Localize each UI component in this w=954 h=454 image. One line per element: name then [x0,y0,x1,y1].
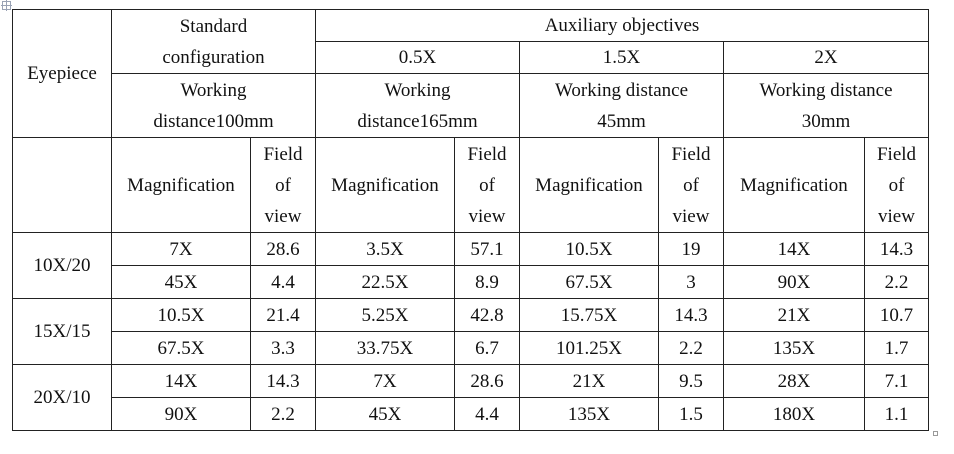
field-of-view-line: of [683,174,699,196]
magnification-cell: 3.5X [315,232,455,266]
field-of-view-cell: 14.3 [250,364,316,398]
objective-1.5x-header: 1.5X [519,41,724,74]
field-of-view-cell: 3.3 [250,331,316,365]
field-of-view-line: Field [876,143,917,165]
end-marker [933,431,938,436]
anchor-icon [1,0,12,11]
field-of-view-cell: 6.7 [454,331,520,365]
table-row: 15X/15 10.5X 21.4 5.25X 42.8 15.75X 14.3 21X 10.… [12,298,929,365]
eyepiece-cell: 15X/15 [12,298,112,365]
magnification-header: Magnification [111,137,251,233]
auxiliary-objectives-header: Auxiliary objectives [315,9,929,42]
field-of-view-cell: 1.5 [658,397,724,431]
working-distance-1.5x: Working distance 45mm [519,73,724,138]
field-of-view-cell: 19 [658,232,724,266]
table-row: 20X/10 14X 14.3 7X 28.6 21X 9.5 28X 7.1 [12,364,929,431]
magnification-cell: 21X [519,364,659,398]
magnification-cell: 180X [723,397,865,431]
subheader-spacer [12,137,112,233]
magnification-cell: 90X [111,397,251,431]
working-distance-standard: Working distance100mm [111,73,316,138]
magnification-cell: 67.5X [519,265,659,299]
objective-2x-header: 2X [723,41,929,74]
magnification-cell: 101.25X [519,331,659,365]
magnification-cell: 22.5X [315,265,455,299]
eyepiece-cell: 20X/10 [12,364,112,431]
field-of-view-cell: 57.1 [454,232,520,266]
field-of-view-line: of [275,174,291,196]
magnification-cell: 15.75X [519,298,659,332]
field-of-view-cell: 8.9 [454,265,520,299]
field-of-view-line: view [878,205,915,227]
field-of-view-cell: 7.1 [864,364,929,398]
magnification-cell: 45X [111,265,251,299]
field-of-view-cell: 1.1 [864,397,929,431]
magnification-cell: 7X [315,364,455,398]
field-of-view-cell: 14.3 [864,232,929,266]
field-of-view-cell: 2.2 [864,265,929,299]
field-of-view-line: view [672,205,710,227]
eyepiece-header: Eyepiece [12,9,112,138]
field-of-view-cell: 21.4 [250,298,316,332]
magnification-cell: 28X [723,364,865,398]
working-distance-2x: Working distance 30mm [723,73,929,138]
field-of-view-cell: 2.2 [250,397,316,431]
magnification-cell: 135X [519,397,659,431]
field-of-view-cell: 2.2 [658,331,724,365]
subheader-row: Magnification Field of view Magnification Fie… [12,137,929,233]
field-of-view-cell: 42.8 [454,298,520,332]
data-body: 10X/20 7X 28.6 3.5X 57.1 10.5X 19 14X 14.3 45X 4.4… [12,232,929,431]
field-of-view-line: Field [671,143,711,165]
magnification-cell: 10.5X [111,298,251,332]
field-of-view-cell: 4.4 [250,265,316,299]
eyepiece-cell: 10X/20 [12,232,112,299]
table-row: 67.5X 3.3 33.75X 6.7 101.25X 2.2 135X 1.7 [13,331,929,365]
field-of-view-header: Field of view [864,137,929,233]
magnification-cell: 67.5X [111,331,251,365]
field-of-view-line: of [479,174,495,196]
field-of-view-cell: 4.4 [454,397,520,431]
magnification-cell: 21X [723,298,865,332]
field-of-view-line: Field [263,143,303,165]
field-of-view-cell: 14.3 [658,298,724,332]
field-of-view-header: Field of view [454,137,520,233]
field-of-view-cell: 1.7 [864,331,929,365]
field-of-view-cell: 28.6 [250,232,316,266]
field-of-view-line: of [888,174,905,196]
magnification-cell: 90X [723,265,865,299]
magnification-table: Eyepiece Standard configuration Auxiliary… [12,9,929,431]
field-of-view-cell: 28.6 [454,364,520,398]
magnification-header: Magnification [315,137,455,233]
magnification-cell: 10.5X [519,232,659,266]
field-of-view-cell: 9.5 [658,364,724,398]
field-of-view-cell: 10.7 [864,298,929,332]
field-of-view-line: Field [467,143,507,165]
magnification-cell: 135X [723,331,865,365]
field-of-view-header: Field of view [250,137,316,233]
table-row: 90X 2.2 45X 4.4 135X 1.5 180X 1.1 [13,397,929,431]
field-of-view-line: view [264,205,302,227]
objective-0.5x-header: 0.5X [315,41,520,74]
magnification-cell: 7X [111,232,251,266]
field-of-view-header: Field of view [658,137,724,233]
standard-config-header: Standard configuration [111,9,316,74]
table-row: 45X 4.4 22.5X 8.9 67.5X 3 90X 2.2 [13,265,929,299]
magnification-cell: 14X [111,364,251,398]
magnification-cell: 33.75X [315,331,455,365]
working-distance-0.5x: Working distance165mm [315,73,520,138]
magnification-cell: 14X [723,232,865,266]
magnification-header: Magnification [723,137,865,233]
table-row: 10X/20 7X 28.6 3.5X 57.1 10.5X 19 14X 14.3 [12,232,929,299]
field-of-view-line: view [468,205,506,227]
magnification-cell: 5.25X [315,298,455,332]
magnification-cell: 45X [315,397,455,431]
magnification-header: Magnification [519,137,659,233]
field-of-view-cell: 3 [658,265,724,299]
